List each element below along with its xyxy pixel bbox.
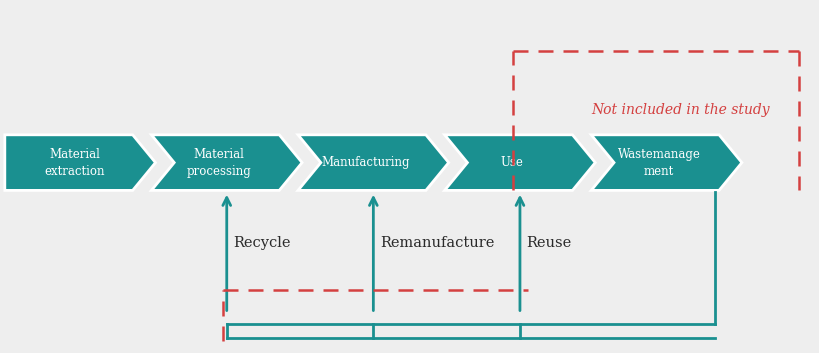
- Polygon shape: [590, 135, 741, 190]
- Text: Wastemanage
ment: Wastemanage ment: [617, 148, 699, 178]
- Polygon shape: [297, 135, 448, 190]
- Text: Reuse: Reuse: [526, 235, 571, 250]
- Text: Use: Use: [500, 156, 523, 169]
- Text: Recycle: Recycle: [233, 235, 291, 250]
- Text: Not included in the study: Not included in the study: [590, 103, 769, 118]
- Polygon shape: [444, 135, 595, 190]
- Text: Material
processing: Material processing: [187, 148, 251, 178]
- Text: Remanufacture: Remanufacture: [379, 235, 494, 250]
- Text: Material
extraction: Material extraction: [44, 148, 105, 178]
- Polygon shape: [152, 135, 301, 190]
- Text: Manufacturing: Manufacturing: [321, 156, 410, 169]
- Polygon shape: [5, 135, 156, 190]
